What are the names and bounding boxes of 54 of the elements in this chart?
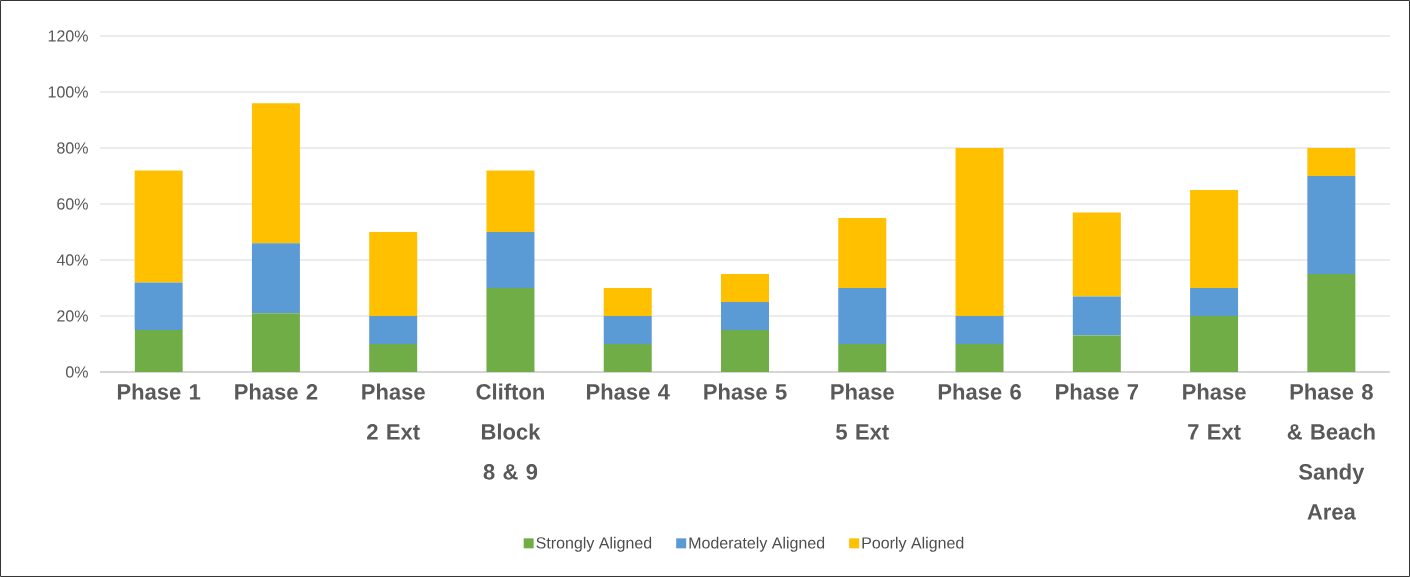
x-tick-label: Phase 1 xyxy=(117,383,201,400)
bar xyxy=(603,343,652,372)
bar xyxy=(1190,189,1239,288)
bar xyxy=(251,313,300,372)
bar xyxy=(603,287,652,316)
bar xyxy=(955,147,1004,316)
x-tick-label: Phase 6 xyxy=(938,383,1021,400)
bar xyxy=(1307,273,1356,372)
bar xyxy=(1190,287,1239,316)
y-tick-label: 100% xyxy=(48,86,88,98)
bar xyxy=(1072,212,1121,297)
legend-label: Poorly Aligned xyxy=(862,536,964,552)
bar xyxy=(369,231,418,316)
x-tick-label: Phase 7 xyxy=(1056,383,1139,400)
bar xyxy=(134,282,183,330)
y-tick-label: 80% xyxy=(57,142,88,154)
bar xyxy=(838,287,887,344)
bar xyxy=(721,329,769,372)
legend-label: Strongly Aligned xyxy=(536,536,652,552)
x-tick-label: Phase 2 xyxy=(235,383,318,400)
bar xyxy=(1072,335,1121,372)
bar xyxy=(486,287,535,372)
bar xyxy=(603,315,652,344)
bar xyxy=(955,315,1004,344)
bar xyxy=(838,343,887,372)
bar xyxy=(838,217,887,288)
y-tick-label: 0% xyxy=(65,366,88,378)
bar xyxy=(955,343,1004,372)
bar xyxy=(134,329,183,372)
bar xyxy=(1307,147,1356,176)
x-tick-label: Clifton Block 8 & 9 xyxy=(476,383,544,480)
y-tick-label: 40% xyxy=(56,254,88,266)
x-tick-label: Phase 8 & Beach Sandy Area xyxy=(1287,383,1375,520)
x-tick-label: Phase 2 Ext xyxy=(362,383,425,440)
x-tick-label: Phase 4 xyxy=(587,383,670,400)
legend-label: Moderately Aligned xyxy=(689,536,825,552)
bar xyxy=(251,243,300,314)
bar xyxy=(486,170,535,232)
bar xyxy=(134,170,183,283)
x-tick-label: Phase 5 Ext xyxy=(831,383,894,440)
bar xyxy=(1190,315,1239,372)
y-tick-label: 20% xyxy=(57,310,88,322)
bar xyxy=(486,231,535,288)
bar xyxy=(721,301,769,330)
y-tick-label: 60% xyxy=(57,198,88,210)
bar xyxy=(369,343,418,372)
bar xyxy=(721,273,769,302)
bar xyxy=(251,103,300,244)
bar xyxy=(1307,175,1356,274)
bar xyxy=(369,315,418,344)
y-tick-label: 120% xyxy=(48,30,88,42)
x-tick-label: Phase 5 xyxy=(704,383,787,400)
bar xyxy=(1072,296,1121,336)
x-tick-label: Phase 7 Ext xyxy=(1183,383,1246,440)
